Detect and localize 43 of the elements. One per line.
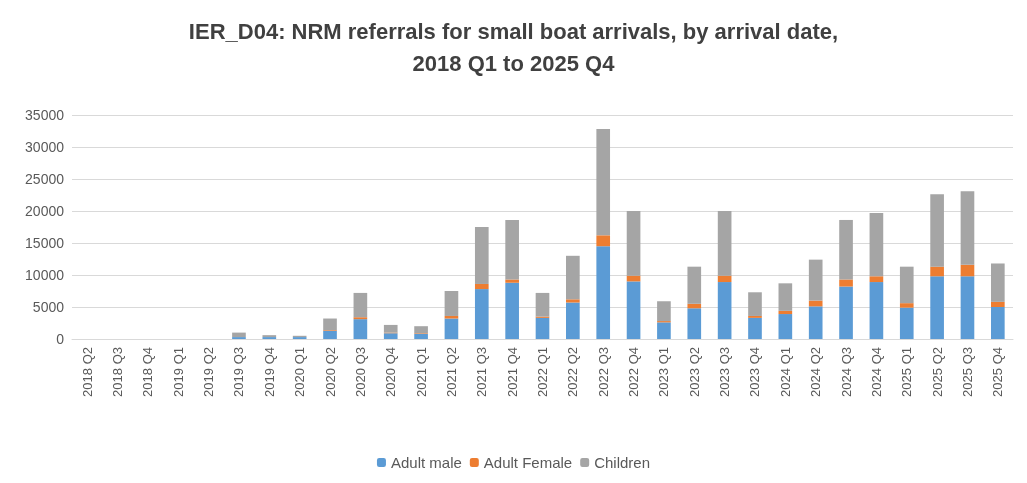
y-tick-label: 5000	[32, 299, 65, 315]
x-tick-label: 2025 Q2	[929, 347, 945, 397]
x-tick-label: 2018 Q3	[110, 347, 126, 397]
y-tick-label: 15000	[25, 235, 65, 251]
y-tick-label: 30000	[25, 139, 65, 155]
x-tick-label: 2021 Q2	[443, 347, 459, 397]
x-tick-label: 2020 Q3	[352, 347, 368, 397]
legend-label: Adult Female	[483, 454, 573, 471]
x-tick-label: 2019 Q3	[231, 347, 247, 397]
x-tick-label: 2022 Q2	[565, 347, 581, 397]
x-tick-label: 2019 Q2	[201, 347, 217, 397]
x-tick-label: 2024 Q1	[777, 347, 793, 397]
y-tick-label: 10000	[25, 267, 65, 283]
x-tick-label: 2021 Q1	[413, 347, 429, 397]
x-tick-label: 2021 Q3	[474, 347, 490, 397]
x-tick-label: 2023 Q1	[656, 347, 672, 397]
x-tick-label: 2023 Q2	[686, 347, 702, 397]
x-tick-label: 2018 Q2	[79, 347, 95, 397]
x-tick-label: 2024 Q3	[838, 347, 854, 397]
y-tick-label: 0	[56, 331, 65, 347]
x-tick-label: 2020 Q4	[383, 347, 399, 397]
x-tick-label: 2022 Q4	[626, 347, 642, 397]
x-tick-label: 2024 Q2	[808, 347, 824, 397]
x-tick-label: 2025 Q1	[899, 347, 915, 397]
x-tick-label: 2023 Q3	[717, 347, 733, 397]
x-tick-label: 2023 Q4	[747, 347, 763, 397]
x-tick-label: 2019 Q1	[170, 347, 186, 397]
x-tick-label: 2021 Q4	[504, 347, 520, 397]
legend-label: Adult male	[390, 454, 462, 471]
legend-label: Children	[594, 454, 651, 471]
x-tick-label: 2019 Q4	[261, 347, 277, 397]
y-tick-label: 35000	[25, 107, 65, 123]
x-tick-label: 2020 Q2	[322, 347, 338, 397]
x-tick-label: 2022 Q1	[535, 347, 550, 397]
y-tick-label: 20000	[25, 203, 65, 219]
x-tick-label: 2025 Q4	[990, 347, 1006, 397]
x-tick-label: 2018 Q4	[140, 347, 156, 397]
chart-title: IER_D04: NRM referrals for small boat arrivals, by arrival date, 2018 Q1 to 2025 Q4	[188, 18, 839, 76]
x-tick-label: 2025 Q3	[959, 347, 975, 397]
x-tick-label: 2022 Q3	[595, 347, 611, 397]
x-tick-label: 2020 Q1	[292, 347, 308, 397]
x-tick-label: 2024 Q4	[868, 347, 884, 397]
y-tick-label: 25000	[25, 171, 65, 187]
